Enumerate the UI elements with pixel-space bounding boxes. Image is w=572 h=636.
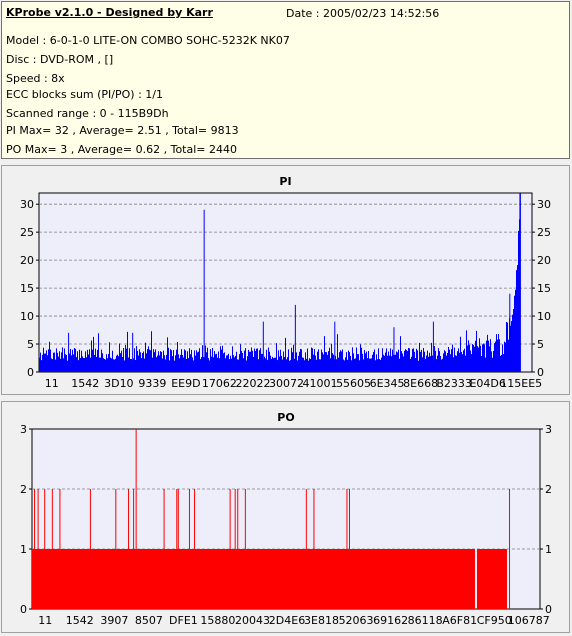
ecc-line: ECC blocks sum (PI/PO) : 1/1 (6, 88, 163, 101)
x-tick-label: A6F81 (442, 614, 477, 627)
po-base-fill (476, 549, 507, 609)
x-tick-label: 30072 (269, 377, 304, 390)
x-tick-label: 22022 (235, 377, 270, 390)
x-tick-label: 8507 (135, 614, 163, 627)
y-tick-label-left: 5 (27, 338, 34, 351)
x-tick-label: 69162 (373, 614, 408, 627)
po-base-fill (32, 549, 475, 609)
x-tick-label: 2D4E6 (269, 614, 305, 627)
y-tick-label-left: 20 (20, 254, 34, 267)
x-tick-label: DFE1 (169, 614, 198, 627)
y-tick-label-left: 30 (20, 198, 34, 211)
y-tick-label-left: 1 (20, 543, 27, 556)
y-tick-label-right: 15 (537, 282, 551, 295)
x-tick-label: 55605 (336, 377, 371, 390)
x-tick-label: 106787 (508, 614, 550, 627)
po-chart: PO0 01 12 23 311 1542 3907 8507 DFE1 15880 200432D… (20, 411, 552, 627)
disc-line: Disc : DVD-ROM , [] (6, 53, 114, 66)
x-tick-label: 41001 (303, 377, 338, 390)
y-tick-label-right: 0 (545, 603, 552, 616)
y-tick-label-right: 3 (545, 423, 552, 436)
x-tick-label: 6E345 (370, 377, 405, 390)
y-tick-label-right: 20 (537, 254, 551, 267)
x-tick-label: 3907 (100, 614, 128, 627)
y-tick-label-left: 3 (20, 423, 27, 436)
y-tick-label-right: 2 (545, 483, 552, 496)
y-tick-label-right: 10 (537, 310, 551, 323)
y-tick-label-left: 15 (20, 282, 34, 295)
pi-series (39, 193, 521, 372)
pi-chart: PI 0 0 5 5 10 10 15 15 20 20 25 25 30 30 11 1542 3D10 9339… (20, 175, 551, 390)
y-tick-label-right: 5 (537, 338, 544, 351)
y-tick-label-right: 30 (537, 198, 551, 211)
x-tick-label: 17062 (202, 377, 237, 390)
x-tick-label: 15880 (200, 614, 235, 627)
x-tick-label: CF950 (477, 614, 512, 627)
x-tick-label: 86118 (408, 614, 443, 627)
chart-title: PI (279, 175, 291, 188)
x-tick-label: 8E668 (403, 377, 438, 390)
x-tick-label: 11 (38, 614, 52, 627)
speed-line: Speed : 8x (6, 72, 65, 85)
y-tick-label-left: 25 (20, 226, 34, 239)
po-stats-line: PO Max= 3 , Average= 0.62 , Total= 2440 (6, 143, 237, 156)
info-header: KProbe v2.1.0 - Designed by Karr Date : … (1, 1, 570, 159)
x-tick-label: 3E818 (304, 614, 339, 627)
x-tick-label: 9339 (138, 377, 166, 390)
y-tick-label-right: 0 (537, 366, 544, 379)
po-chart-panel: PO 0 0 1 1 2 2 3 3 11 1542 3907 8507 DFE1 15880 20043 2D… (1, 401, 570, 633)
x-tick-label: 20043 (235, 614, 270, 627)
y-tick-label-left: 0 (27, 366, 34, 379)
x-tick-label: 52063 (339, 614, 374, 627)
y-tick-label-right: 1 (545, 543, 552, 556)
x-tick-label: E04D6 (469, 377, 505, 390)
x-tick-label: 11 (45, 377, 59, 390)
pi-chart-panel: PI 0 0 5 5 10 10 15 15 20 20 25 25 30 30 11 1542 3D10 9339… (1, 165, 570, 395)
x-tick-label: B2333 (436, 377, 472, 390)
y-tick-label-left: 2 (20, 483, 27, 496)
app-title: KProbe v2.1.0 - Designed by Karr (6, 6, 213, 19)
x-tick-label: 115EE5 (500, 377, 542, 390)
x-tick-label: 1542 (66, 614, 94, 627)
chart-title: PO (277, 411, 294, 424)
range-line: Scanned range : 0 - 115B9Dh (6, 107, 169, 120)
x-tick-label: 3D10 (104, 377, 133, 390)
y-tick-label-right: 25 (537, 226, 551, 239)
x-tick-label: 1542 (71, 377, 99, 390)
pi-stats-line: PI Max= 32 , Average= 2.51 , Total= 9813 (6, 124, 239, 137)
x-tick-label: EE9D (171, 377, 200, 390)
po-series (32, 429, 511, 609)
scan-date: Date : 2005/02/23 14:52:56 (286, 7, 440, 20)
model-line: Model : 6-0-1-0 LITE-ON COMBO SOHC-5232K… (6, 34, 290, 47)
y-tick-label-left: 10 (20, 310, 34, 323)
y-tick-label-left: 0 (20, 603, 27, 616)
